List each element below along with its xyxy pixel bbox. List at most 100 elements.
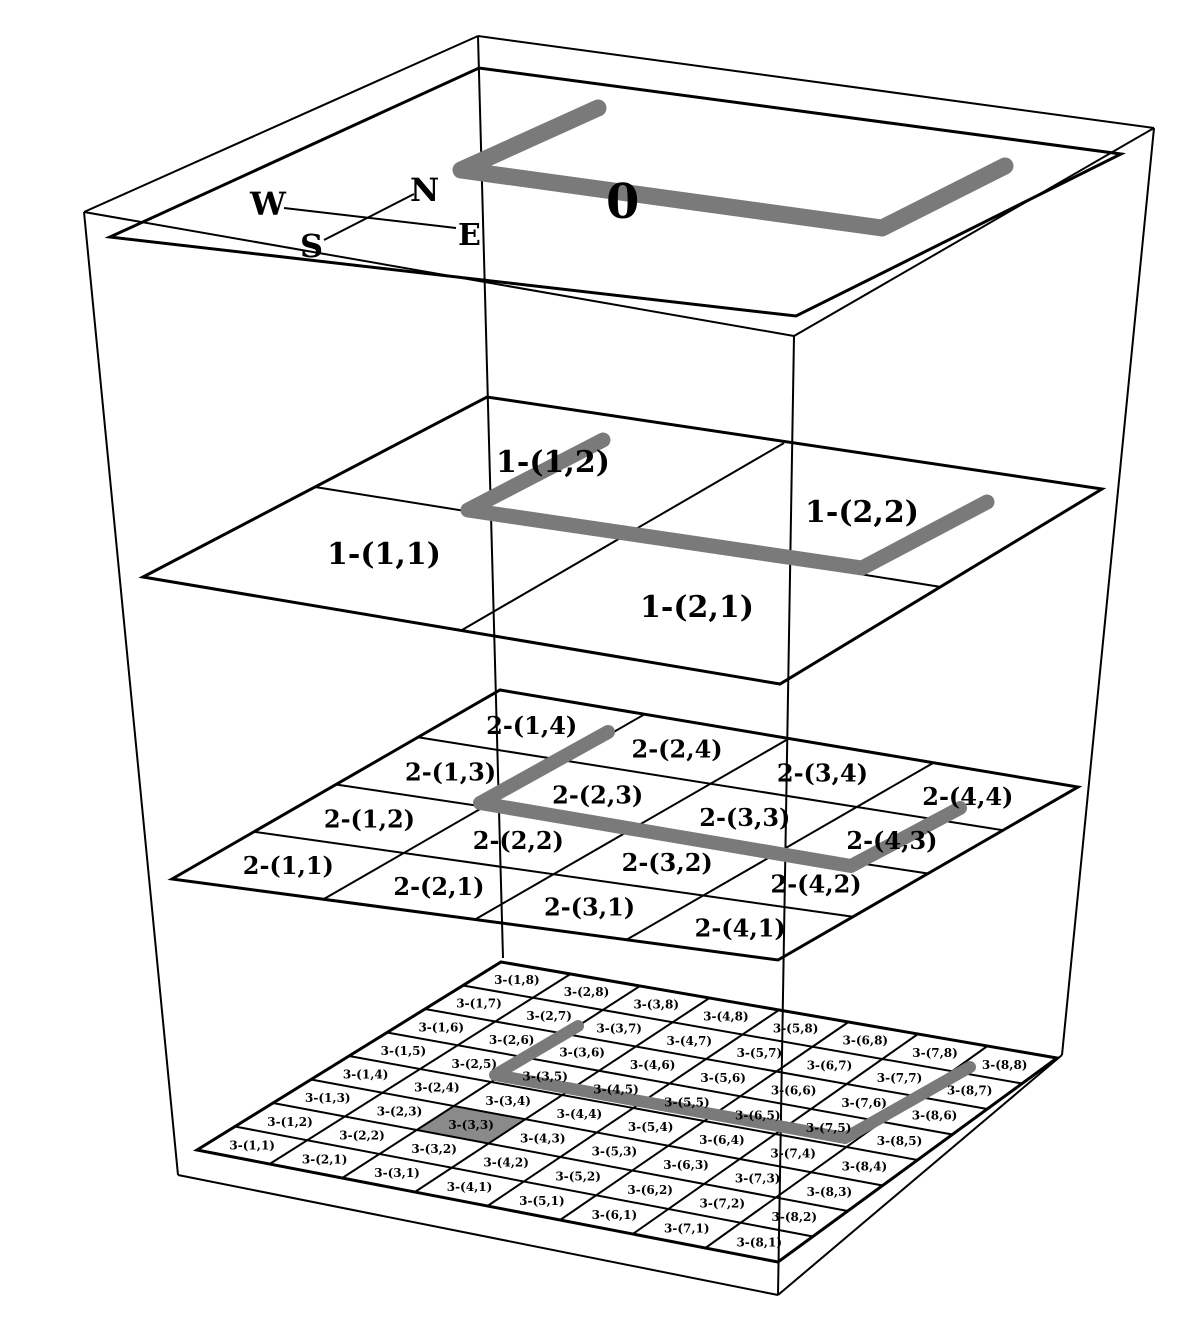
level-3-outline bbox=[192, 960, 1061, 1264]
level-2-cell: 2-(2,2) bbox=[473, 826, 564, 855]
box-bottom-edge-front-left bbox=[177, 1174, 779, 1296]
level-2-cell: 2-(3,1) bbox=[544, 893, 635, 922]
level-3-cell: 3-(6,1) bbox=[592, 1208, 638, 1222]
level-3-cell: 3-(8,6) bbox=[912, 1109, 958, 1123]
level-3-cell: 3-(4,8) bbox=[703, 1009, 749, 1023]
level-3-cell: 3-(1,3) bbox=[305, 1091, 351, 1105]
level-3-cell: 3-(5,3) bbox=[592, 1145, 638, 1159]
level-3-cell: 3-(8,7) bbox=[947, 1083, 993, 1097]
level-3-cell: 3-(1,5) bbox=[381, 1044, 427, 1058]
level-3-cell: 3-(2,2) bbox=[339, 1128, 385, 1142]
box-top-edge-back bbox=[83, 35, 479, 213]
level-3-cell: 3-(6,4) bbox=[699, 1133, 745, 1147]
level-3-gridline bbox=[348, 1055, 918, 1161]
level-3-cell: 3-(5,2) bbox=[555, 1169, 601, 1183]
level-3-cell: 3-(1,4) bbox=[343, 1068, 389, 1082]
level-3-cell: 3-(8,5) bbox=[877, 1134, 923, 1148]
level-3-gridline bbox=[559, 1021, 850, 1221]
level-2-cell: 2-(2,4) bbox=[632, 735, 723, 764]
level-3-cell: 3-(7,4) bbox=[770, 1146, 816, 1160]
level-3-cell: 3-(4,1) bbox=[447, 1180, 493, 1194]
level-3-cell: 3-(1,8) bbox=[494, 973, 540, 987]
level-0-outline bbox=[104, 66, 1127, 318]
level-3-cell: 3-(8,4) bbox=[842, 1159, 888, 1173]
level-3-cell: 3-(5,7) bbox=[737, 1046, 783, 1060]
compass-we-axis bbox=[283, 207, 457, 229]
compass: W N S E bbox=[249, 171, 481, 265]
level-0-label: 0 bbox=[606, 174, 639, 230]
level-2-cell: 2-(4,1) bbox=[695, 913, 786, 942]
level-3-cell: 3-(4,5) bbox=[593, 1083, 639, 1097]
level-3-cell: 3-(7,2) bbox=[699, 1197, 745, 1211]
level-3-cell: 3-(7,6) bbox=[841, 1096, 887, 1110]
level-2-cell: 2-(4,3) bbox=[846, 826, 937, 855]
level-3-cell: 3-(8,8) bbox=[982, 1058, 1028, 1072]
level-3-cell: 3-(5,1) bbox=[519, 1194, 565, 1208]
level-3-cell: 3-(4,4) bbox=[557, 1107, 603, 1121]
route-level-3 bbox=[489, 1020, 976, 1144]
level-3-cell: 3-(2,7) bbox=[526, 1009, 572, 1023]
level-3-cell: 3-(5,4) bbox=[628, 1120, 674, 1134]
level-3-cell: 3-(6,2) bbox=[627, 1183, 673, 1197]
level-3-cell: 3-(7,1) bbox=[664, 1222, 710, 1236]
level-3-gridline bbox=[462, 984, 1023, 1085]
box-bottom-edge-front-right bbox=[777, 1054, 1063, 1296]
level-3-cell: 3-(5,8) bbox=[773, 1022, 819, 1036]
level-3-gridline bbox=[424, 1008, 988, 1110]
level-1-plane: 1-(1,1) 1-(1,2) 1-(2,1) 1-(2,2) bbox=[138, 395, 1107, 686]
compass-w-label: W bbox=[249, 185, 287, 223]
level-3-cell: 3-(1,2) bbox=[267, 1115, 313, 1129]
level-3-cell: 3-(5,6) bbox=[700, 1071, 746, 1085]
route-level-0 bbox=[452, 99, 1014, 237]
level-2-cell: 2-(3,4) bbox=[777, 758, 868, 787]
level-1-cell: 1-(1,2) bbox=[496, 445, 610, 480]
level-3-cell: 3-(7,5) bbox=[806, 1121, 852, 1135]
level-3-cell: 3-(1,6) bbox=[418, 1020, 464, 1034]
level-3-cell: 3-(3,1) bbox=[374, 1166, 420, 1180]
compass-e-label: E bbox=[458, 218, 481, 253]
level-3-cell: 3-(1,7) bbox=[456, 997, 502, 1011]
level-2-cell: 2-(4,2) bbox=[771, 870, 862, 899]
level-3-cell: 3-(4,6) bbox=[630, 1058, 676, 1072]
level-3-cell: 3-(8,3) bbox=[807, 1185, 853, 1199]
level-3-cell: 3-(7,7) bbox=[877, 1071, 923, 1085]
level-3-cell: 3-(2,1) bbox=[302, 1152, 348, 1166]
level-3-gridline bbox=[386, 1031, 953, 1136]
level-3-cell: 3-(7,8) bbox=[912, 1046, 958, 1060]
level-3-gridline bbox=[632, 1033, 919, 1235]
box-left-edge bbox=[83, 211, 179, 1176]
compass-ns-axis bbox=[323, 193, 415, 241]
level-3-cell: 3-(5,5) bbox=[664, 1095, 710, 1109]
level-3-cell: 3-(4,3) bbox=[520, 1131, 566, 1145]
level-1-cell: 1-(1,1) bbox=[327, 537, 441, 572]
level-2-cell: 2-(1,1) bbox=[243, 851, 334, 880]
level-3-cell: 3-(6,7) bbox=[807, 1059, 853, 1073]
level-3-cell: 3-(4,7) bbox=[667, 1034, 713, 1048]
level-2-outline bbox=[167, 688, 1083, 962]
level-1-cell: 1-(2,1) bbox=[640, 590, 754, 625]
level-3-cell: 3-(7,3) bbox=[735, 1171, 781, 1185]
level-3-cell: 3-(1,1) bbox=[229, 1138, 275, 1152]
level-3-cell: 3-(3,2) bbox=[411, 1142, 457, 1156]
level-3-cell: 3-(2,6) bbox=[489, 1033, 535, 1047]
level-3-cell: 3-(3,8) bbox=[633, 997, 679, 1011]
compass-s-label: S bbox=[300, 227, 323, 265]
level-3-cell: 3-(2,5) bbox=[452, 1057, 498, 1071]
level-3-plane: 3-(1,1) 3-(1,2) 3-(1,3) 3-(1,4) 3-(1,5) 3-(1,… bbox=[192, 960, 1061, 1264]
route-level-2 bbox=[473, 725, 967, 873]
level-3-labels: 3-(1,1) 3-(1,2) 3-(1,3) 3-(1,4) 3-(1,5) 3-(1,… bbox=[229, 973, 1027, 1249]
level-3-cell: 3-(8,1) bbox=[736, 1236, 782, 1250]
route-level-1 bbox=[460, 432, 995, 576]
box-right-edge bbox=[1061, 127, 1155, 1056]
level-2-gridline bbox=[417, 736, 1004, 832]
level-3-gridlines bbox=[234, 973, 1023, 1249]
level-2-cell: 2-(1,3) bbox=[405, 758, 496, 787]
level-2-cell: 2-(3,2) bbox=[622, 848, 713, 877]
level-1-outline bbox=[138, 395, 1107, 686]
level-3-cell: 3-(8,2) bbox=[772, 1210, 818, 1224]
box-top-edge-front-right bbox=[793, 127, 1155, 337]
level-3-cell: 3-(3,6) bbox=[559, 1046, 605, 1060]
level-3-cell: 3-(3,7) bbox=[596, 1021, 642, 1035]
level-3-cell: 3-(2,3) bbox=[377, 1105, 423, 1119]
